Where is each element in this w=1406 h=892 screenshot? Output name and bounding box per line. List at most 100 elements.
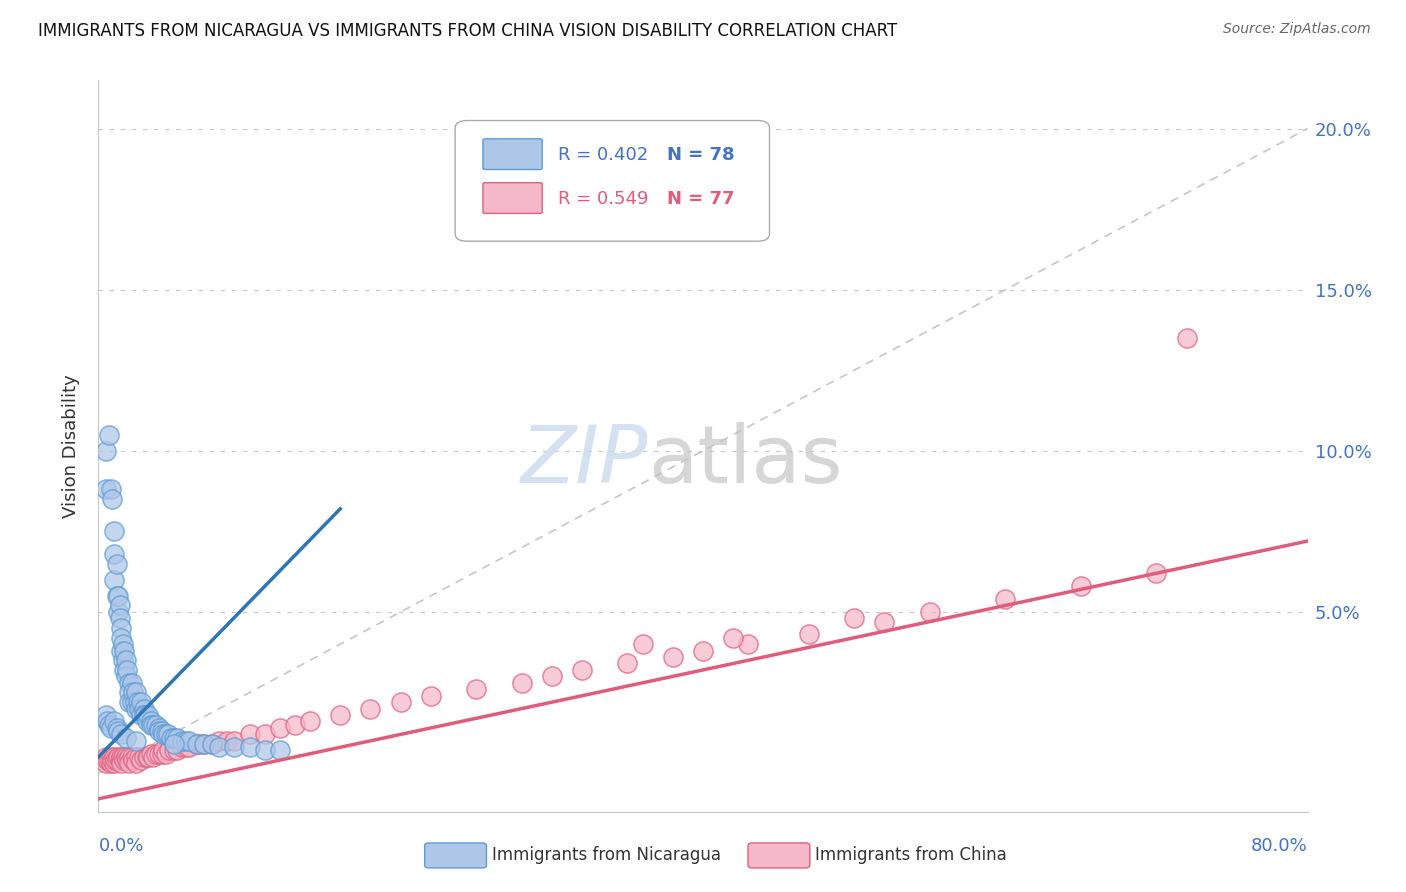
Point [797, 627, 820, 641]
Point [129, 695, 152, 709]
Point [160, 731, 183, 745]
Point [142, 750, 165, 764]
Point [510, 202, 533, 216]
Point [135, 714, 157, 729]
Point [540, 669, 562, 683]
Point [124, 695, 146, 709]
Point [114, 653, 136, 667]
Point [122, 685, 145, 699]
Point [166, 743, 188, 757]
Y-axis label: Vision Disability: Vision Disability [62, 374, 80, 518]
Point [96, 714, 118, 729]
Point [118, 756, 141, 771]
Point [110, 727, 132, 741]
Point [150, 724, 173, 739]
Point [186, 737, 208, 751]
Point [107, 724, 129, 739]
Point [100, 483, 122, 497]
Point [107, 750, 129, 764]
Point [108, 753, 131, 767]
Point [110, 631, 132, 645]
Point [132, 708, 155, 723]
Point [179, 740, 201, 755]
Point [239, 740, 262, 755]
Point [103, 714, 125, 729]
Point [166, 731, 188, 745]
Point [121, 695, 143, 709]
Point [208, 740, 231, 755]
Point [186, 737, 208, 751]
Point [128, 750, 150, 764]
Point [98, 717, 121, 731]
Point [118, 750, 141, 764]
Point [420, 689, 443, 703]
Point [105, 589, 128, 603]
Point [127, 695, 149, 709]
Point [118, 676, 141, 690]
Point [132, 701, 155, 715]
Point [105, 557, 128, 571]
Point [121, 750, 143, 764]
Point [1144, 566, 1167, 581]
FancyBboxPatch shape [456, 120, 769, 241]
FancyBboxPatch shape [482, 139, 543, 169]
Point [118, 685, 141, 699]
Point [239, 727, 262, 741]
Point [125, 685, 148, 699]
Point [844, 611, 866, 625]
Point [103, 524, 125, 539]
Point [174, 734, 197, 748]
Point [145, 717, 167, 731]
Point [107, 589, 129, 603]
Point [125, 734, 148, 748]
Point [1175, 331, 1198, 345]
Point [141, 717, 163, 731]
Point [170, 740, 193, 755]
Text: R = 0.549: R = 0.549 [558, 190, 648, 208]
Point [190, 737, 212, 751]
Point [103, 573, 125, 587]
Point [616, 657, 638, 671]
Point [118, 695, 141, 709]
Text: N = 77: N = 77 [666, 190, 734, 208]
Point [96, 753, 118, 767]
Point [112, 753, 135, 767]
Point [114, 669, 136, 683]
Point [661, 650, 683, 665]
Point [136, 750, 159, 764]
Point [94, 483, 117, 497]
Point [465, 682, 488, 697]
Point [121, 676, 143, 690]
Point [135, 750, 157, 764]
Point [110, 756, 132, 771]
Point [125, 750, 148, 764]
Point [94, 756, 117, 771]
Point [215, 734, 238, 748]
Point [103, 547, 125, 561]
Point [114, 731, 136, 745]
Point [110, 621, 132, 635]
Point [723, 631, 745, 645]
Point [141, 747, 163, 761]
Text: N = 78: N = 78 [666, 146, 734, 164]
Point [571, 663, 593, 677]
Point [155, 727, 177, 741]
Point [110, 643, 132, 657]
Point [193, 737, 215, 751]
Point [132, 750, 155, 764]
Point [145, 747, 167, 761]
Point [129, 753, 152, 767]
Point [253, 743, 276, 757]
Point [918, 605, 941, 619]
Point [269, 721, 291, 735]
Point [174, 740, 197, 755]
Point [163, 731, 186, 745]
Point [148, 747, 170, 761]
Point [112, 663, 135, 677]
Point [129, 708, 152, 723]
Text: 0.0%: 0.0% [98, 838, 143, 855]
Point [103, 750, 125, 764]
Text: Immigrants from China: Immigrants from China [815, 847, 1007, 864]
Point [201, 737, 224, 751]
Point [98, 753, 121, 767]
